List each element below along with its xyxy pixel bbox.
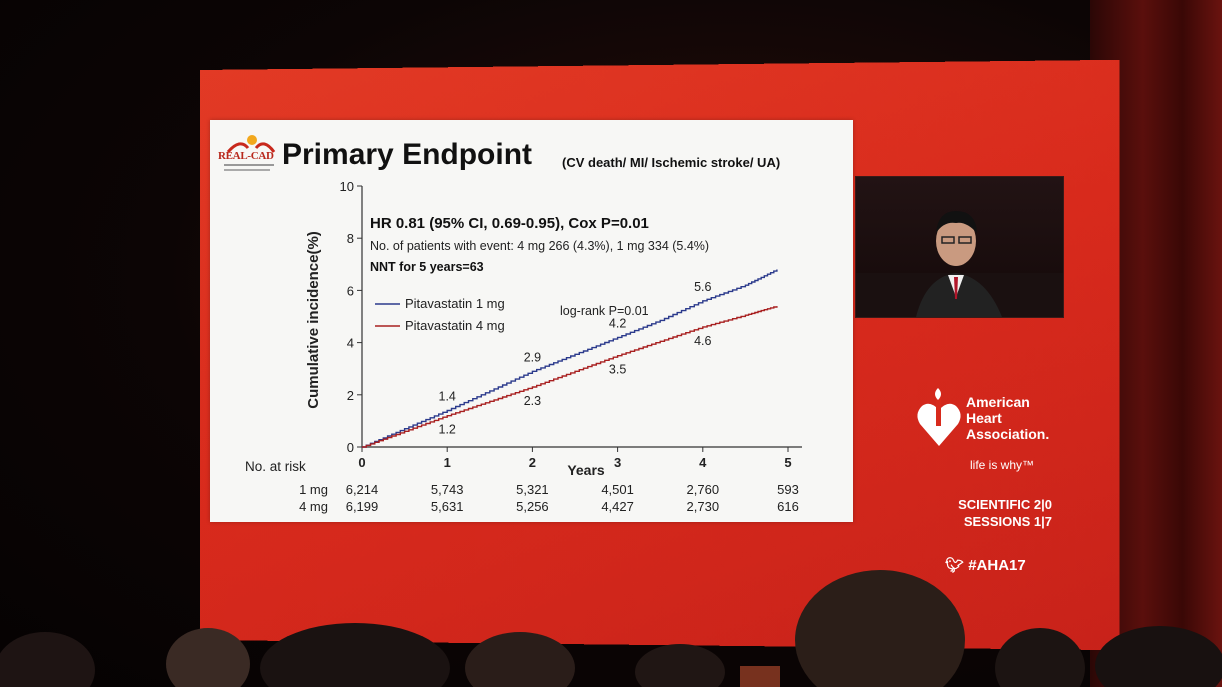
hr-text: HR 0.81 (95% CI, 0.69-0.95), Cox P=0.01	[370, 215, 649, 232]
x-tick-label: 4	[699, 455, 707, 470]
y-tick-label: 0	[347, 440, 354, 455]
legend-label: Pitavastatin 4 mg	[405, 318, 505, 333]
risk-cell: 616	[777, 499, 799, 514]
heart-torch-icon	[917, 388, 961, 446]
data-label: 5.6	[694, 280, 711, 294]
nnt-text: NNT for 5 years=63	[370, 260, 484, 274]
x-tick-label: 0	[358, 455, 365, 470]
logo-graphic	[224, 135, 276, 171]
data-label: 4.2	[609, 316, 626, 330]
risk-cell: 4,427	[601, 499, 634, 514]
risk-row-label: 1 mg	[299, 482, 328, 497]
series-line-4mg	[362, 306, 778, 448]
data-label: 1.2	[439, 423, 456, 437]
km-chart: Cumulative incidence(%) HR 0.81 (95% CI,…	[245, 179, 802, 514]
x-tick-label: 3	[614, 455, 621, 470]
y-tick-label: 6	[347, 283, 354, 298]
presentation-slide: REAL-CAD Primary Endpoint (CV death/ MI/…	[210, 120, 853, 522]
data-label: 4.6	[694, 334, 711, 348]
real-cad-logo: REAL-CAD	[218, 130, 278, 180]
data-label: 2.9	[524, 350, 541, 364]
risk-cell: 5,321	[516, 482, 549, 497]
risk-cell: 2,760	[687, 482, 720, 497]
y-tick-label: 8	[347, 231, 354, 246]
sessions-line-2: SESSIONS 1|7	[963, 514, 1052, 529]
slide-subtitle: (CV death/ MI/ Ischemic stroke/ UA)	[562, 155, 781, 170]
aha-tagline: life is why™	[970, 458, 1035, 472]
legend-label: Pitavastatin 1 mg	[405, 296, 505, 311]
twitter-bird-icon: 🐦︎	[945, 557, 969, 574]
y-tick-label: 4	[347, 336, 354, 351]
logrank-text: log-rank P=0.01	[560, 304, 649, 318]
x-tick-label: 1	[444, 455, 451, 470]
x-axis-label: Years	[567, 462, 605, 478]
risk-cell: 6,199	[346, 499, 379, 514]
aha-branding: American Heart Association. life is why™	[912, 388, 1072, 498]
y-tick-label: 2	[347, 388, 354, 403]
aha-name: American Heart Association.	[966, 394, 1050, 442]
data-label: 2.3	[524, 394, 541, 408]
slide-title: Primary Endpoint	[282, 138, 533, 171]
hashtag: 🐦︎ #AHA17	[945, 556, 1026, 574]
risk-row-label: 4 mg	[299, 499, 328, 514]
sessions-line-1: SCIENTIFIC 2|0	[958, 497, 1052, 512]
risk-header: No. at risk	[245, 459, 306, 474]
series-line-1mg	[362, 269, 778, 448]
risk-cell: 5,631	[431, 499, 464, 514]
risk-cell: 593	[777, 482, 799, 497]
x-tick-label: 5	[784, 455, 791, 470]
risk-cell: 5,743	[431, 482, 464, 497]
hashtag-text: #AHA17	[968, 557, 1026, 574]
speaker-video-feed	[855, 176, 1064, 318]
events-text: No. of patients with event: 4 mg 266 (4.…	[370, 239, 709, 253]
data-label: 1.4	[439, 389, 456, 403]
risk-cell: 4,501	[601, 482, 634, 497]
x-tick-label: 2	[529, 455, 536, 470]
risk-cell: 6,214	[346, 482, 379, 497]
risk-cell: 5,256	[516, 499, 549, 514]
logo-text: REAL-CAD	[218, 150, 274, 162]
data-label: 3.5	[609, 363, 626, 377]
speaker-figure	[856, 211, 1063, 317]
risk-cell: 2,730	[687, 499, 720, 514]
y-axis-label: Cumulative incidence(%)	[305, 231, 322, 409]
y-tick-label: 10	[340, 179, 354, 194]
scientific-sessions-logo: SCIENTIFIC 2|0 SESSIONS 1|7	[940, 496, 1052, 530]
